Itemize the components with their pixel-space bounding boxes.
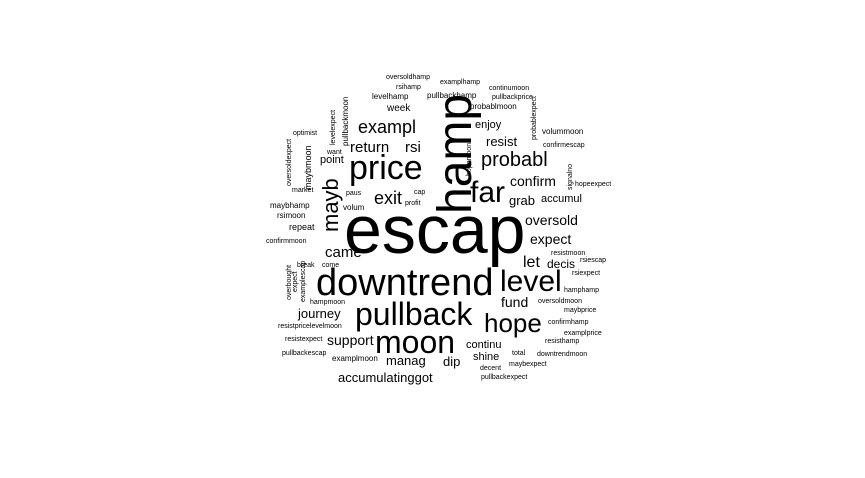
word-rsimoon: rsimoon — [277, 211, 306, 220]
word-profit: profit — [405, 200, 421, 207]
word-rsiexpect: rsiexpect — [572, 270, 601, 277]
word-maybprice: maybprice — [564, 307, 597, 314]
word-hope: hope — [484, 308, 542, 338]
word-week: week — [387, 103, 411, 114]
word-support: support — [327, 332, 374, 348]
word-probabl: probabl — [481, 149, 548, 171]
word-exit: exit — [374, 188, 403, 208]
word-decent: decent — [480, 365, 502, 372]
word-levelexpect: levelexpect — [330, 109, 337, 145]
word-confirmmoon: confirmmoon — [266, 238, 307, 245]
word-oversoldmoon: oversoldmoon — [538, 298, 582, 305]
word-optimist: optimist — [293, 130, 318, 137]
word-dip: dip — [443, 354, 461, 369]
word-pullbackhamp: pullbackhamp — [427, 91, 477, 100]
word-examplprice: examplprice — [564, 330, 602, 337]
word-enjoy: enjoy — [475, 119, 502, 131]
word-continu: continu — [466, 339, 502, 351]
word-oversold: oversold — [525, 212, 578, 228]
word-market: market — [292, 187, 314, 194]
word-want: want — [327, 149, 342, 156]
word-resisthamp: resisthamp — [545, 338, 580, 345]
word-pullbackmoon: pullbackmoon — [341, 96, 350, 146]
word-rsi: rsi — [405, 139, 421, 156]
word-manag: manag — [386, 353, 426, 368]
word-volum: volum — [343, 203, 365, 212]
word-level: level — [500, 265, 562, 298]
word-journey: journey — [298, 306, 341, 321]
word-hamphamp: hamphamp — [564, 287, 600, 294]
word-tasti: resistmoon — [551, 250, 586, 257]
word-price: price — [349, 149, 423, 187]
word-let: let — [523, 254, 540, 271]
word-escap: escap — [344, 192, 526, 268]
word-rsihamp: rsihamp — [396, 84, 421, 91]
word-overbought: examplescap — [300, 260, 307, 302]
word-pullbackexpect: pullbackexpect — [481, 374, 528, 381]
word-accumulatinggot: accumulatinggot — [338, 370, 433, 385]
word-levelhamp: levelhamp — [372, 92, 409, 101]
word-downtrendmoon: downtrendmoon — [537, 351, 588, 358]
word-resist: resist — [486, 134, 518, 149]
word-probablmoon: probablmoon — [470, 102, 517, 111]
word-mayb: mayb — [318, 178, 343, 232]
word-return: return — [350, 139, 390, 156]
word-rsiescap: rsiescap — [580, 257, 607, 264]
word-maybexpect: maybexpect — [509, 361, 547, 368]
word-paus: paus — [346, 190, 362, 197]
word-pullbackprice: pullbackprice — [492, 94, 533, 101]
word-examplhamp: examplhamp — [440, 79, 481, 86]
word-decis: decis — [547, 257, 576, 271]
word-resistpricelevelmoon: resistpricelevelmoon — [278, 323, 342, 330]
word-repeat: repeat — [289, 222, 315, 232]
word-signalno: signalno — [567, 163, 574, 190]
word-cap: cap — [414, 189, 426, 196]
word-pullback: pullback — [355, 296, 473, 332]
word-hampmoon: hampmoon — [310, 299, 346, 306]
word-maybmoon: maybmoon — [303, 145, 313, 190]
word-oversoldhamp: oversoldhamp — [386, 74, 430, 81]
word-hopemoon: hopemoon — [466, 142, 473, 176]
word-oversoldexpect: oversoldexpect — [286, 138, 293, 186]
word-hopeexpect: hopeexpect — [575, 181, 612, 188]
word-pullbackescap: pullbackescap — [282, 350, 327, 357]
word-total: total — [512, 350, 526, 357]
word-shine: shine — [473, 351, 500, 363]
word-probablexpect: probablexpect — [531, 96, 538, 140]
word-confirm: confirm — [510, 173, 556, 189]
word-point: point — [320, 154, 344, 166]
word-came: came — [325, 244, 362, 261]
word-maybhamp: maybhamp — [270, 201, 310, 210]
word-volummoon: volummoon — [542, 127, 584, 136]
word-examplmoon: examplmoon — [332, 354, 378, 363]
word-fund: fund — [501, 294, 529, 310]
word-examplescap: expect — [292, 271, 299, 292]
word-break: break — [297, 262, 315, 269]
word-continumoon: continumoon — [489, 85, 530, 92]
word-grab: grab — [509, 193, 536, 208]
word-resistexpect: resistexpect — [285, 336, 323, 343]
word-expect: expect — [530, 231, 572, 247]
word-come: come — [322, 262, 340, 269]
word-far: far — [470, 176, 506, 209]
word-downtrend: downtrend — [316, 262, 494, 304]
word-moon: moon — [375, 324, 456, 360]
word-accumul: accumul — [541, 193, 582, 205]
word-confirmescap: confirmescap — [543, 142, 585, 149]
word-confirmhamp: confirmhamp — [548, 319, 589, 326]
word-exampl: exampl — [358, 117, 417, 137]
